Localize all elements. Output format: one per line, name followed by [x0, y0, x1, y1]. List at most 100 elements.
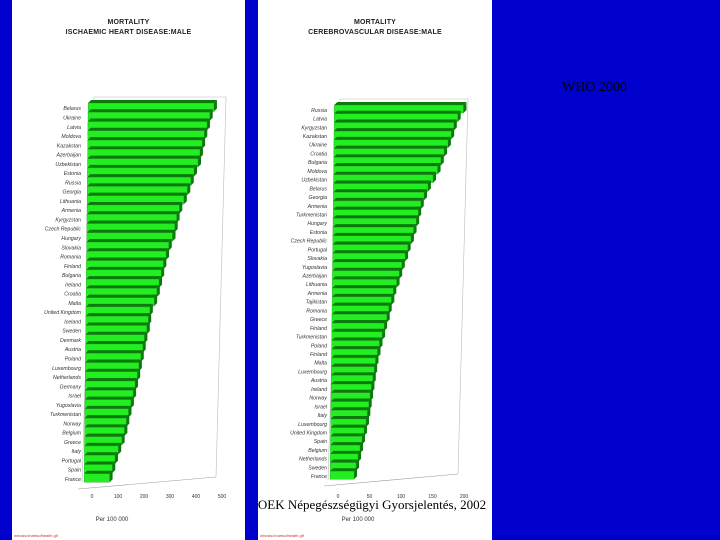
bar-side-face	[133, 387, 137, 399]
bar-side-face	[457, 110, 461, 122]
category-label: Spain	[314, 439, 327, 445]
x-axis-label: Per 100 000	[342, 517, 375, 523]
category-label: Uzbekistan	[301, 178, 327, 184]
x-tick-label: 150	[428, 494, 437, 500]
category-label: Kazakstan	[303, 134, 327, 140]
bar-top-face	[87, 174, 194, 178]
category-label: Ireland	[65, 282, 82, 288]
bar-side-face	[367, 407, 371, 419]
bar-side-face	[418, 206, 422, 218]
bar-side-face	[399, 267, 403, 279]
bar-side-face	[413, 224, 417, 236]
category-label: Bulgaria	[308, 160, 327, 166]
bar-side-face	[358, 450, 362, 462]
category-label: Finland	[310, 352, 328, 358]
bar-side-face	[154, 294, 158, 307]
bar-top-face	[333, 154, 444, 158]
bar-top-face	[333, 163, 441, 167]
bar-side-face	[444, 145, 448, 157]
category-label: Greece	[310, 317, 327, 323]
category-label: Belgium	[62, 431, 81, 437]
bar-top-face	[330, 398, 372, 402]
category-label: Romania	[306, 308, 327, 314]
category-label: Italy	[317, 413, 327, 419]
bar-top-face	[85, 387, 137, 391]
category-label: Bulgaria	[62, 273, 81, 279]
category-label: Slovakia	[307, 256, 327, 262]
bar-side-face	[163, 257, 167, 270]
bar-side-face	[183, 192, 187, 205]
category-label: Greece	[64, 440, 81, 446]
category-label: France	[65, 477, 81, 483]
bar-top-face	[86, 285, 160, 289]
bar-top-face	[332, 232, 414, 236]
x-tick-label: 50	[367, 494, 373, 500]
category-label: Moldova	[307, 169, 327, 175]
bar-top-face	[84, 461, 116, 465]
chart-panel-ihd: MORTALITY ISCHAEMIC HEART DISEASE:MALE B…	[12, 0, 245, 540]
category-label: Kyrgyzstan	[55, 217, 81, 223]
bar-top-face	[85, 322, 150, 326]
category-label: Azerbaijan	[55, 153, 81, 159]
x-tick-label: 0	[337, 494, 340, 500]
category-label: Israel	[68, 394, 82, 400]
bar-side-face	[463, 102, 467, 114]
bar-top-face	[330, 450, 362, 454]
bar-top-face	[84, 470, 113, 474]
bar-top-face	[334, 110, 461, 114]
bar-top-face	[330, 415, 369, 419]
bar-top-face	[86, 211, 180, 215]
bar-side-face	[401, 258, 405, 270]
category-label: Armenia	[61, 208, 81, 214]
bar-top-face	[332, 276, 400, 280]
bar-side-face	[142, 340, 146, 353]
bar-top-face	[85, 340, 146, 344]
bar-top-face	[330, 468, 358, 472]
ihd-bar-chart: Belarus Ukraine Latvia Moldova Kazakstan Azer…	[44, 96, 227, 523]
category-label: Croatia	[64, 292, 81, 298]
bar-side-face	[370, 389, 374, 401]
bar-side-face	[437, 163, 441, 175]
category-label: Georgia	[309, 195, 328, 201]
x-tick-label: 500	[218, 494, 227, 500]
bar-side-face	[379, 337, 383, 349]
category-label: Russia	[65, 180, 81, 186]
bar-top-face	[330, 424, 367, 428]
bar-side-face	[356, 459, 360, 471]
category-label: Latvia	[67, 125, 81, 131]
bar-side-face	[161, 266, 165, 279]
bar-top-face	[333, 189, 428, 193]
category-label: Norway	[309, 396, 327, 402]
bar-top-face	[84, 396, 134, 400]
bar-top-face	[86, 276, 162, 280]
bar-top-face	[331, 372, 376, 376]
bar-side-face	[140, 350, 144, 362]
category-label: Azerbaijan	[301, 274, 327, 280]
chart-title-line-1: MORTALITY	[353, 19, 397, 26]
category-label: Austria	[310, 378, 327, 384]
category-label: Belgium	[308, 448, 327, 454]
bar-side-face	[405, 250, 409, 262]
x-tick-label: 100	[397, 494, 406, 500]
bar-side-face	[124, 424, 128, 436]
bar-side-face	[156, 285, 160, 297]
bar-side-face	[148, 313, 152, 325]
bar-side-face	[114, 452, 118, 464]
bar-side-face	[126, 415, 130, 427]
category-label: Hungary	[61, 236, 81, 242]
bar-top-face	[86, 294, 158, 298]
bar-top-face	[331, 346, 381, 350]
bar-top-face	[334, 102, 467, 105]
chart-title-line-2: CEREBROVASCULAR DISEASE:MALE	[308, 29, 442, 36]
bar-side-face	[420, 197, 424, 209]
bar-side-face	[362, 433, 365, 445]
bar-side-face	[360, 442, 364, 454]
category-label: Russia	[311, 108, 327, 114]
category-label: Romania	[60, 255, 81, 261]
bar-top-face	[331, 311, 390, 315]
bar-top-face	[331, 389, 374, 393]
bar-top-face	[88, 100, 217, 103]
bar-top-face	[333, 136, 451, 140]
bar-side-face	[374, 363, 378, 375]
bar-top-face	[84, 452, 118, 456]
